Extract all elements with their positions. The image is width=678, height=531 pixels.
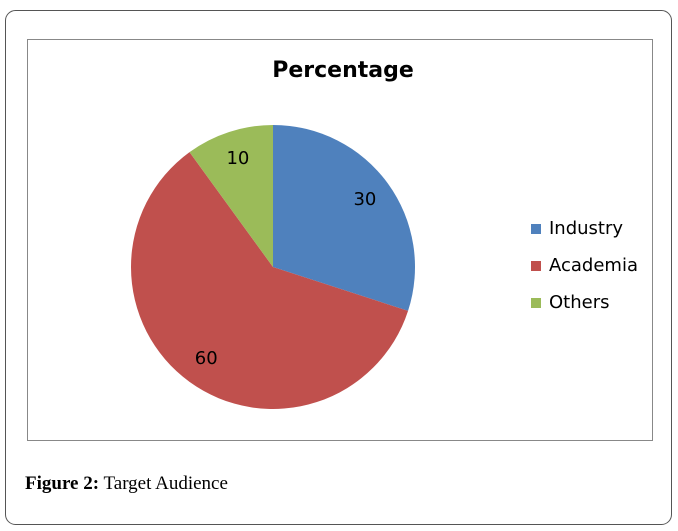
- data-label: 60: [195, 348, 218, 369]
- legend-swatch: [531, 298, 541, 308]
- legend-swatch: [531, 224, 541, 234]
- data-label: 30: [353, 189, 376, 210]
- data-label: 10: [226, 148, 249, 169]
- pie-slice: [189, 125, 273, 267]
- legend-label: Academia: [549, 255, 638, 276]
- caption: Figure 2: Target Audience: [25, 473, 228, 494]
- caption-label: Figure 2:: [25, 473, 99, 494]
- chart-title: Percentage: [272, 58, 414, 83]
- pie-slice: [130, 152, 409, 410]
- legend-label: Industry: [549, 218, 623, 239]
- legend-swatch: [531, 261, 541, 271]
- legend-label: Others: [549, 292, 610, 313]
- pie-slice: [273, 125, 415, 311]
- caption-text: Target Audience: [103, 473, 227, 494]
